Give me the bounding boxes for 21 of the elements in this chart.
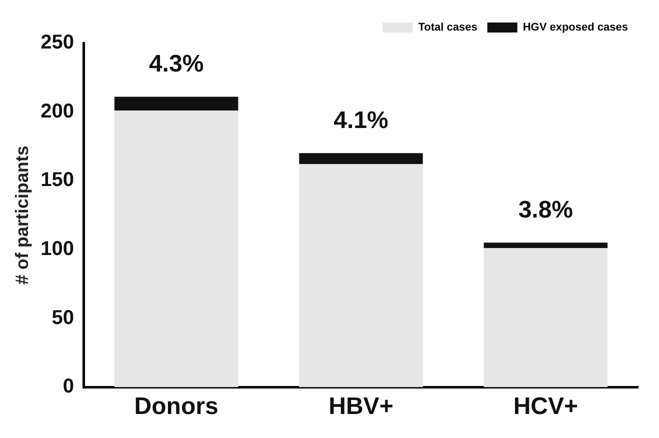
legend-label: HGV exposed cases	[522, 22, 628, 34]
y-tick-label: 250	[40, 32, 74, 54]
annotation: 4.1%	[334, 106, 388, 134]
bar	[299, 153, 423, 164]
y-tick-label: 100	[40, 238, 74, 260]
x-tick-label: Donors	[134, 393, 218, 420]
x-tick-label: HCV+	[513, 393, 578, 420]
bar	[114, 96, 238, 110]
bar	[484, 248, 608, 388]
x-tick-label: HBV+	[328, 393, 394, 420]
y-tick-label: 50	[52, 306, 74, 329]
y-tick-label: 0	[62, 376, 74, 398]
bar	[484, 242, 608, 248]
legend-label: Total cases	[418, 22, 478, 34]
y-tick-label: 200	[40, 100, 74, 122]
y-tick-label: 150	[40, 169, 74, 192]
y-axis-title: # of participants	[12, 146, 32, 285]
annotation: 4.3%	[148, 50, 204, 78]
annotation: 3.8%	[518, 196, 574, 224]
bar	[299, 164, 423, 388]
bar	[114, 110, 238, 388]
